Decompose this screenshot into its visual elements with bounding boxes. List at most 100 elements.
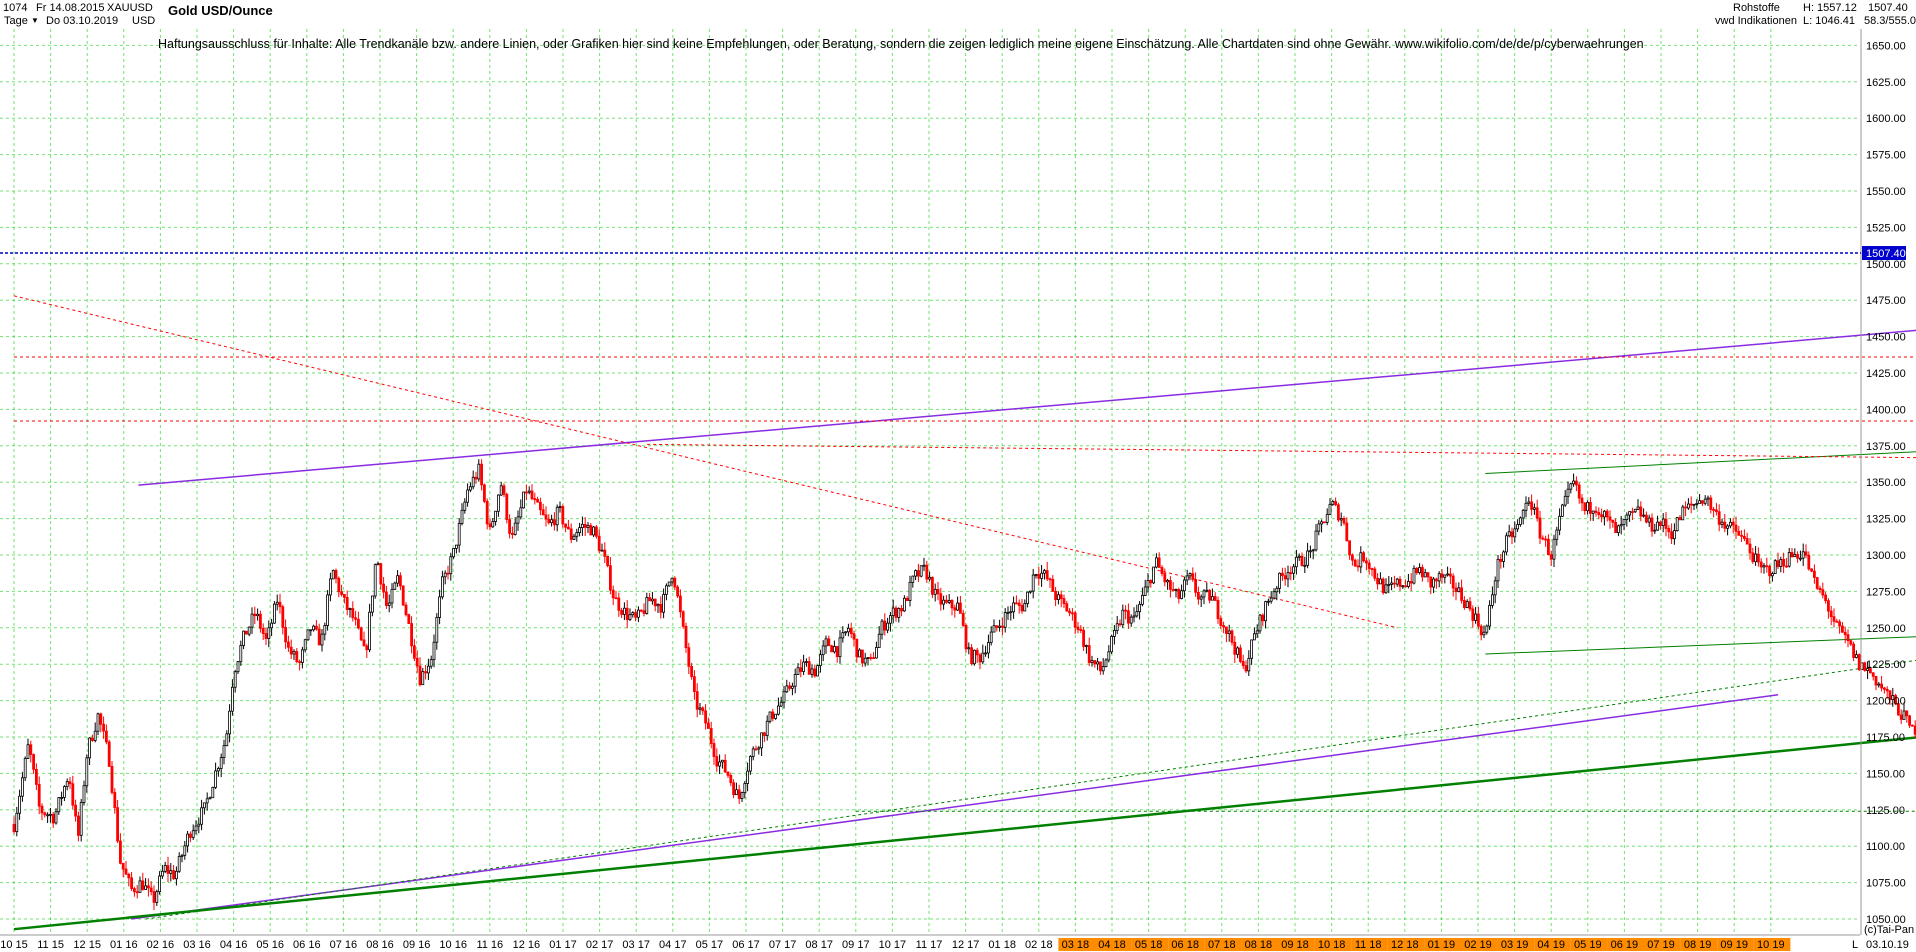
candle-body [732,782,735,795]
candle-body [1575,480,1578,486]
candle-body [1166,580,1169,583]
candle-body [987,642,990,654]
candle-body [1443,574,1447,578]
candle-body [701,707,705,712]
candle-body [819,654,822,666]
candle-body [382,583,386,593]
candle-body [704,710,707,724]
candle-body [681,611,685,627]
candle-body [863,657,867,664]
candle-body [1292,566,1295,574]
candle-body [1905,710,1909,717]
x-label-highlight [1534,938,1571,951]
candle-body [1163,573,1167,583]
candle-body [1499,558,1503,562]
candle-body [135,891,139,894]
candle-body [1045,570,1049,580]
candle-body [1888,690,1892,700]
candle-body [1258,614,1262,632]
candle-body [586,525,590,528]
candle-body [1278,572,1281,589]
x-label-highlight [1058,938,1095,951]
candle-body [623,607,626,615]
candle-body [502,485,506,495]
candle-body [362,639,366,647]
candle-body [1734,524,1738,532]
candle-body [861,649,864,664]
x-tick-label: 08 17 [805,939,833,951]
x-tick-label: 08 19 [1684,939,1712,951]
candle-body [894,607,898,618]
candle-body [244,630,248,635]
candle-body [1541,537,1545,540]
candle-body [373,564,377,597]
candle-body [1222,625,1225,628]
candle-body [1471,608,1475,621]
candle-body [1586,501,1589,512]
candle-body [592,526,595,536]
candle-body [1068,610,1071,614]
candle-body [376,563,380,566]
candle-body [1633,508,1637,513]
candle-body [91,737,94,741]
candle-body [505,493,509,521]
candle-body [88,737,91,759]
candle-body [1698,500,1701,504]
candle-body [99,713,103,725]
candle-body [712,743,716,758]
candle-body [779,701,783,707]
candle-body [1079,629,1083,631]
start-date: Fr 14.08.2015 [36,2,105,14]
candle-body [1418,567,1421,574]
period-dropdown-icon[interactable]: ▼ [31,16,39,25]
candle-body [188,833,192,838]
x-tick-label: 04 18 [1098,939,1126,951]
candle-body [928,576,931,580]
scale-mode[interactable]: L [1852,939,1859,951]
candle-body [1289,572,1293,574]
candle-body [662,593,665,613]
candle-body [32,754,35,770]
candle-body [1692,503,1696,506]
candle-body [1040,572,1043,579]
candle-body [1891,695,1895,700]
candle-body [1591,510,1595,514]
candle-body [746,770,749,784]
x-label-highlight [1314,938,1352,951]
candle-body [496,494,500,512]
candle-body [107,741,111,767]
candle-body [1188,573,1192,577]
end-date-footer: 03.10.19 [1866,939,1909,951]
candle-body [869,657,873,659]
x-tick-label: 06 17 [732,939,760,951]
candle-body [247,626,251,635]
candle-body [1180,590,1183,599]
x-label-highlight [1570,938,1608,951]
candle-body [653,598,657,607]
candle-body [844,631,847,634]
candle-body [426,665,430,674]
candle-body [1706,497,1710,500]
candle-body [1241,661,1245,667]
candle-body [1583,502,1587,512]
candle-body [1785,565,1788,568]
x-label-highlight [1424,938,1461,951]
candle-body [270,622,274,629]
candle-body [1703,498,1707,504]
candle-body [211,786,215,799]
candle-body [1821,589,1825,596]
candle-body [1726,525,1729,529]
candle-body [1297,555,1301,558]
candle-body [261,627,265,634]
y-tick-label: 1500.00 [1866,259,1906,271]
candle-body [670,577,674,583]
candle-body [1331,501,1335,505]
candle-body [46,814,49,817]
candle-body [1309,550,1312,553]
candle-body [533,498,537,501]
candle-body [886,622,889,631]
candle-body [379,563,383,585]
y-tick-label: 1375.00 [1866,441,1906,453]
candle-body [480,463,484,486]
candle-body [1384,584,1388,594]
